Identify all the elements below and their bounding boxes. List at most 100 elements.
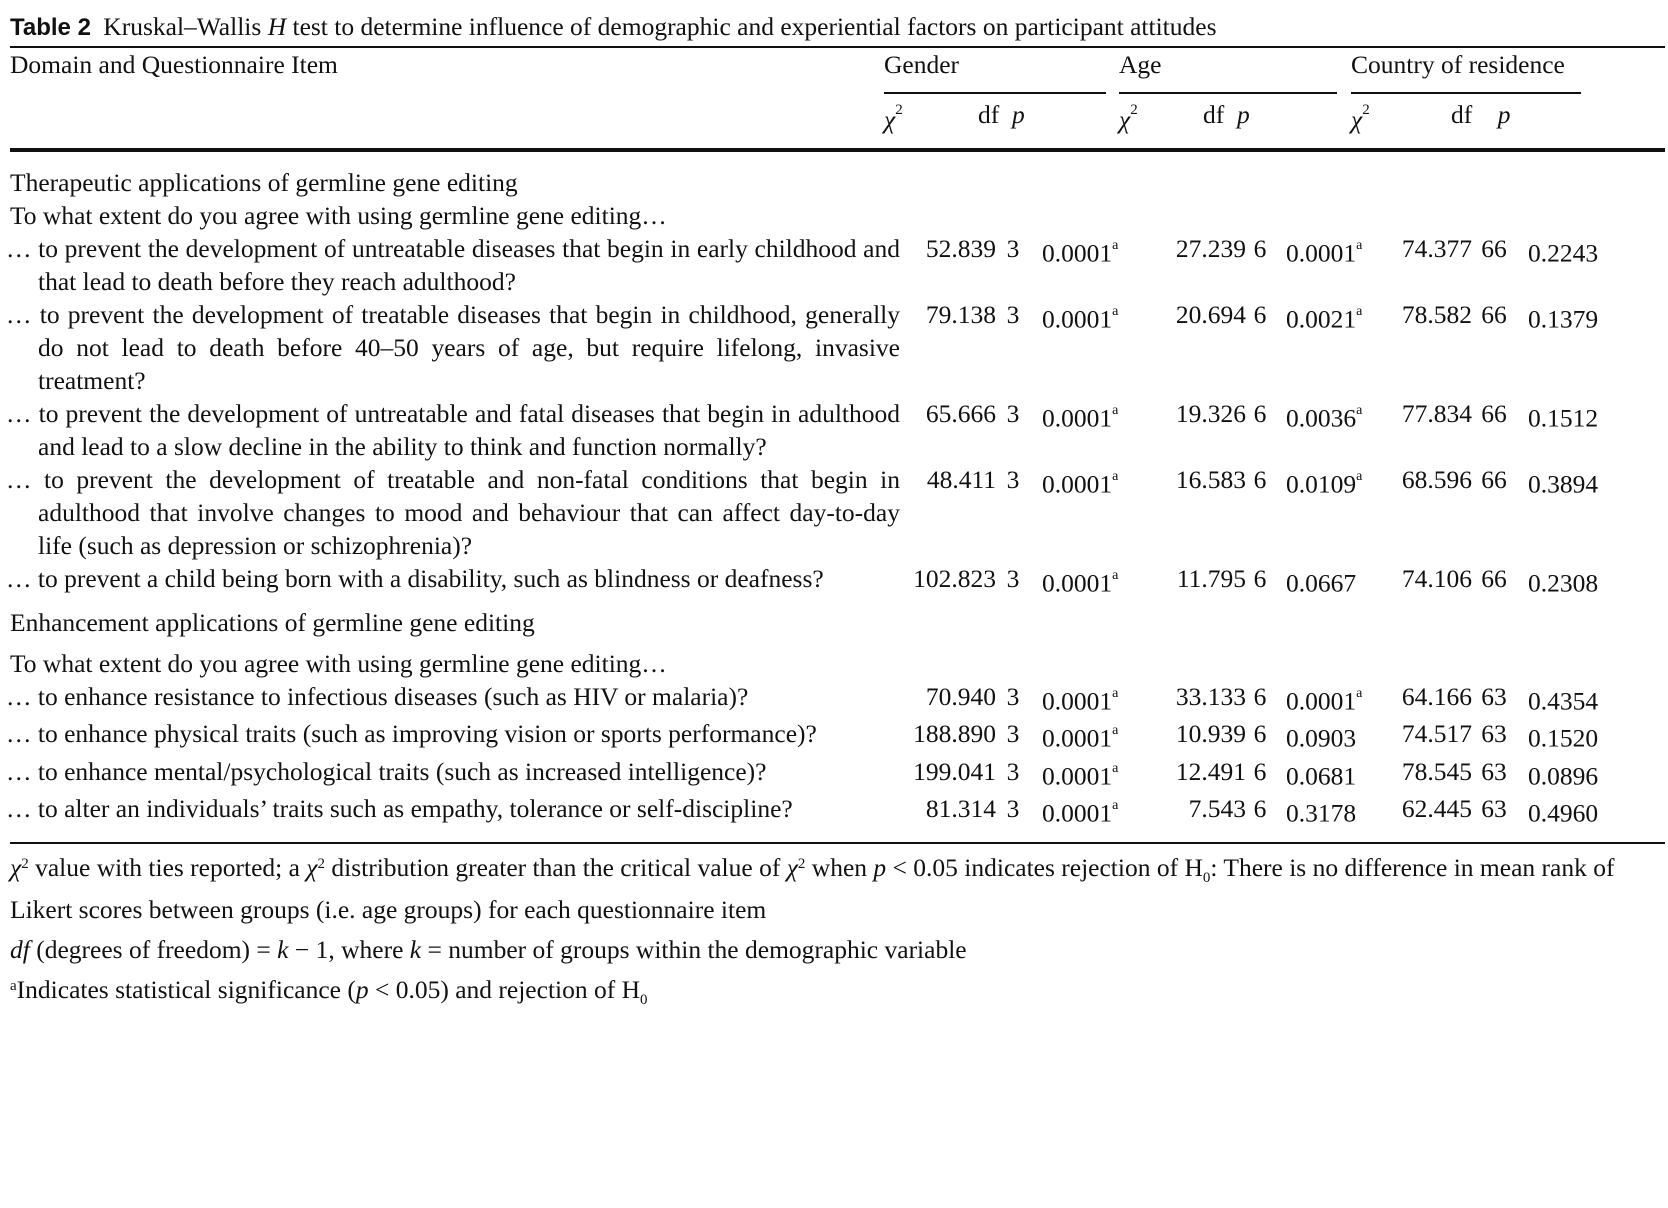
questionnaire-item: … to prevent a child being born with a d… [6, 562, 910, 600]
header-p-gender: p [1012, 100, 1025, 129]
table-row: … to enhance mental/psychological traits… [6, 755, 1665, 793]
header-row-groups: Domain and Questionnaire Item Gender Age… [10, 48, 1665, 98]
p-value-age: 0.0667 [1274, 562, 1392, 600]
chi-value-country: 78.545 [1401, 756, 1472, 786]
section-domain-label: Therapeutic applications of germline gen… [10, 168, 518, 197]
chi-value-age: 16.583 [1175, 465, 1246, 494]
df-value-gender: 3 [1006, 719, 1020, 748]
table-figure: Table 2 Kruskal–Wallis H test to determi… [6, 8, 1665, 1024]
chi-value-gender: 79.138 [925, 300, 996, 329]
caption-text-post: test to determine influence of demograph… [292, 12, 1217, 41]
p-number-age: 0.0001 [1286, 686, 1357, 715]
table-row: … to prevent the development of treatabl… [6, 298, 1665, 397]
questionnaire-item: … to prevent the development of untreata… [6, 232, 910, 298]
chi-value-age: 12.491 [1175, 756, 1246, 786]
significance-marker-gender: a [1112, 685, 1119, 701]
p-value-country: 0.1379 [1516, 298, 1665, 397]
chi-value-gender: 52.839 [925, 234, 996, 263]
p-value-age: 0.0036a [1274, 397, 1392, 463]
significance-marker-gender: a [1112, 798, 1119, 813]
chi-value-country: 78.582 [1401, 300, 1472, 329]
p-number-country: 0.3894 [1528, 469, 1599, 499]
p-value-age: 0.0001a [1274, 680, 1392, 718]
df-value-country: 66 [1481, 399, 1507, 428]
p-value-country: 0.4354 [1516, 680, 1665, 718]
p-number-gender: 0.0001 [1042, 403, 1113, 433]
section-domain-label: Enhancement applications of germline gen… [10, 607, 535, 637]
p-value-age: 0.0109a [1274, 463, 1392, 562]
header-first-col: Domain and Questionnaire Item [10, 50, 338, 79]
p-number-gender: 0.0001 [1042, 304, 1113, 334]
df-value-age: 6 [1253, 756, 1267, 786]
header-chi-gender: χ2 [884, 102, 903, 134]
p-number-age: 0.0681 [1286, 761, 1357, 790]
header-group-country: Country of residence [1351, 48, 1582, 94]
caption-h-symbol: H [267, 12, 287, 41]
p-number-country: 0.2308 [1528, 568, 1599, 598]
item-text: … to prevent a child being born with a d… [6, 564, 824, 593]
p-number-gender: 0.0001 [1042, 761, 1113, 790]
table-label: Table 2 [10, 14, 91, 41]
p-number-country: 0.1512 [1528, 403, 1599, 433]
df-value-age: 6 [1253, 681, 1267, 711]
p-number-age: 0.0001 [1286, 238, 1357, 268]
p-number-gender: 0.0001 [1042, 798, 1113, 828]
questionnaire-item: … to enhance physical traits (such as im… [6, 717, 910, 755]
results-table: Domain and Questionnaire Item Gender Age… [10, 48, 1665, 148]
questionnaire-item: … to alter an individuals’ traits such a… [6, 792, 910, 830]
section-prompt-row: To what extent do you agree with using g… [10, 199, 1665, 232]
section-domain-row: Therapeutic applications of germline gen… [10, 152, 1665, 199]
header-df-country: df [1451, 100, 1473, 129]
df-value-age: 6 [1253, 719, 1267, 748]
df-value-age: 6 [1253, 794, 1267, 823]
questionnaire-item: … to prevent the development of untreata… [6, 397, 910, 463]
header-p-age: p [1237, 100, 1250, 129]
header-rule [10, 148, 1665, 152]
p-value-country: 0.2308 [1516, 562, 1665, 600]
significance-marker-gender: a [1112, 403, 1119, 418]
group-label-country: Country of residence [1351, 50, 1565, 79]
chi-value-country: 64.166 [1401, 681, 1472, 711]
table-row: … to prevent the development of treatabl… [6, 463, 1665, 562]
table-row: … to prevent a child being born with a d… [6, 562, 1665, 600]
header-df-age: df [1203, 100, 1225, 129]
p-number-country: 0.1379 [1528, 304, 1599, 334]
p-value-country: 0.2243 [1516, 232, 1665, 298]
p-value-gender: 0.0001a [1030, 463, 1146, 562]
p-number-gender: 0.0001 [1042, 723, 1113, 753]
significance-marker-gender: a [1112, 304, 1119, 319]
p-value-gender: 0.0001a [1030, 755, 1146, 793]
p-value-gender: 0.0001a [1030, 232, 1146, 298]
p-value-gender: 0.0001a [1030, 717, 1146, 755]
p-value-country: 0.1520 [1516, 717, 1665, 755]
questionnaire-item: … to prevent the development of treatabl… [6, 298, 910, 397]
p-number-gender: 0.0001 [1042, 469, 1113, 499]
df-value-age: 6 [1253, 399, 1267, 428]
significance-marker-age: a [1356, 238, 1363, 253]
p-number-country: 0.4354 [1528, 686, 1599, 715]
chi-value-age: 19.326 [1175, 399, 1246, 428]
df-value-age: 6 [1253, 465, 1267, 494]
table-row: … to alter an individuals’ traits such a… [6, 792, 1665, 830]
item-text: … to enhance physical traits (such as im… [6, 719, 817, 748]
df-value-gender: 3 [1006, 794, 1020, 823]
p-value-age: 0.0001a [1274, 232, 1392, 298]
item-text: … to prevent the development of treatabl… [6, 465, 900, 560]
chi-value-gender: 65.666 [925, 399, 996, 428]
p-number-country: 0.0896 [1528, 761, 1599, 790]
df-value-country: 63 [1481, 719, 1507, 748]
header-group-age: Age [1119, 48, 1337, 94]
chi-value-country: 74.377 [1401, 234, 1472, 263]
group-label-gender: Gender [884, 50, 960, 79]
bottom-rule [10, 841, 1665, 844]
p-number-country: 0.2243 [1528, 238, 1599, 268]
item-text: … to prevent the development of untreata… [6, 234, 900, 296]
df-value-country: 66 [1481, 300, 1507, 329]
p-value-country: 0.1512 [1516, 397, 1665, 463]
item-text: … to enhance mental/psychological traits… [6, 756, 767, 786]
df-value-country: 66 [1481, 564, 1507, 593]
header-group-gender: Gender [884, 48, 1106, 94]
p-value-gender: 0.0001a [1030, 562, 1146, 600]
footnote-df: df (degrees of freedom) = k − 1, where k… [10, 934, 967, 964]
p-value-gender: 0.0001a [1030, 680, 1146, 718]
